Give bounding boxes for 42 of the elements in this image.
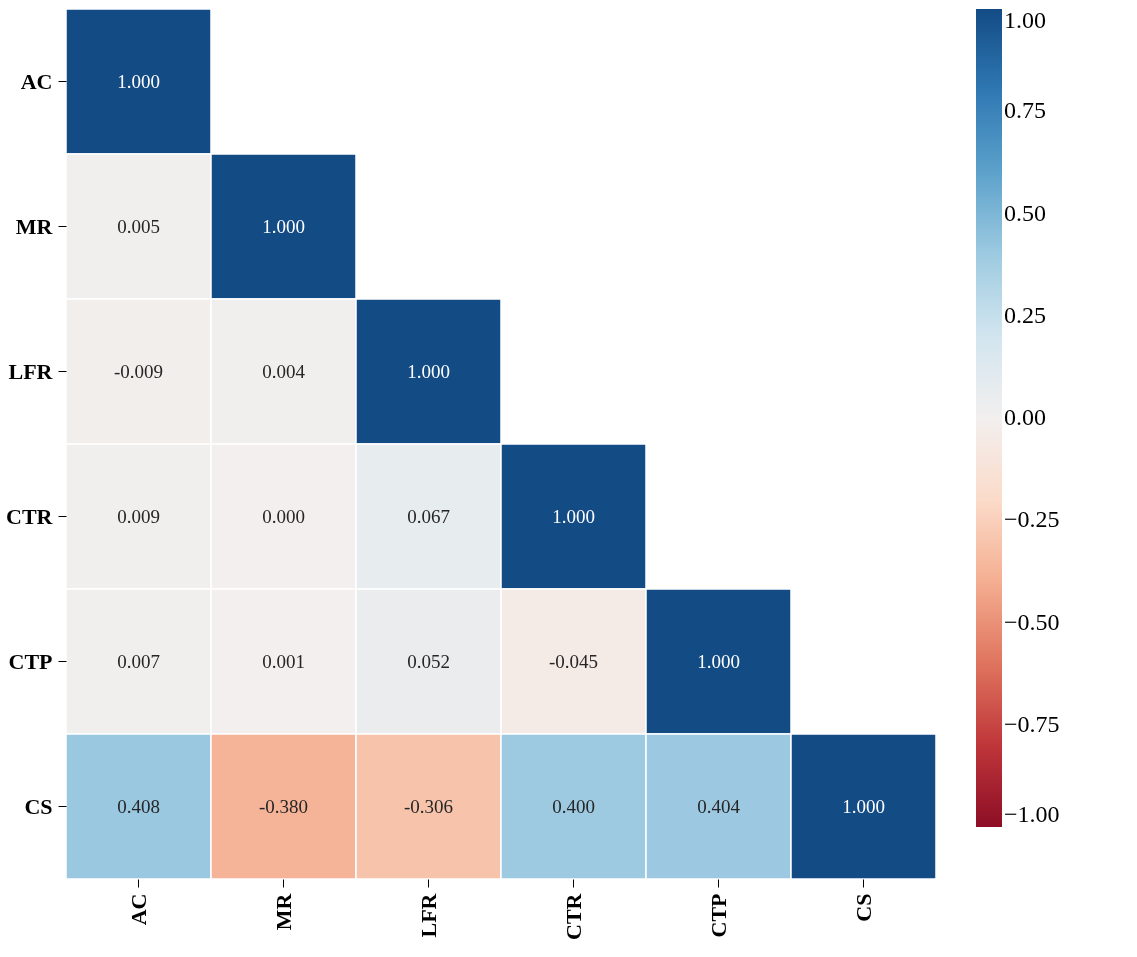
data-label: 0.067 (407, 505, 450, 527)
color-bar-label: −0.50 (1004, 608, 1060, 635)
data-label: 0.004 (262, 360, 306, 382)
x-tick-label: CTP (705, 893, 731, 938)
x-tick-label: CS (850, 893, 876, 922)
color-bar-label: 1.00 (1004, 7, 1046, 33)
data-label: 0.007 (117, 650, 160, 672)
data-label: 0.408 (117, 795, 160, 817)
y-tick-label: MR (15, 213, 54, 239)
data-label: -0.009 (113, 360, 164, 382)
data-label: 0.404 (697, 795, 741, 817)
x-tick-label: MR (270, 892, 296, 931)
color-bar-label: −0.75 (1004, 710, 1060, 737)
color-bar-label: −0.25 (1004, 506, 1060, 533)
x-tick-label: CTR (560, 892, 586, 940)
data-label: 1.000 (697, 650, 740, 672)
x-tick-label: AC (125, 893, 151, 926)
data-label: 1.000 (552, 505, 595, 527)
color-bar-label: 0.00 (1004, 404, 1046, 430)
data-label: 0.400 (552, 795, 595, 817)
y-tick-label: AC (20, 68, 53, 94)
data-label: 1.000 (262, 215, 305, 237)
data-label: -0.045 (548, 650, 599, 672)
data-label: 0.052 (407, 650, 450, 672)
data-label: 1.000 (117, 70, 160, 92)
color-bar-label: −1.00 (1004, 801, 1060, 827)
data-label: 0.001 (262, 650, 305, 672)
data-label: 1.000 (407, 360, 450, 382)
data-label: -0.380 (258, 795, 309, 817)
data-label: -0.306 (403, 795, 454, 817)
color-bar-label: 0.75 (1004, 97, 1046, 124)
color-bar-label: 0.50 (1004, 199, 1046, 226)
y-tick-label: CTP (8, 648, 53, 674)
color-bar-label: 0.25 (1004, 301, 1046, 328)
y-tick-label: CTR (6, 503, 54, 529)
data-label: 1.000 (842, 795, 885, 817)
x-tick-label: LFR (415, 892, 441, 938)
data-label: 0.000 (262, 505, 305, 527)
y-tick-label: CS (24, 793, 53, 819)
data-label: 0.005 (117, 215, 160, 237)
y-tick-label: LFR (8, 358, 54, 384)
data-label: 0.009 (117, 505, 160, 527)
